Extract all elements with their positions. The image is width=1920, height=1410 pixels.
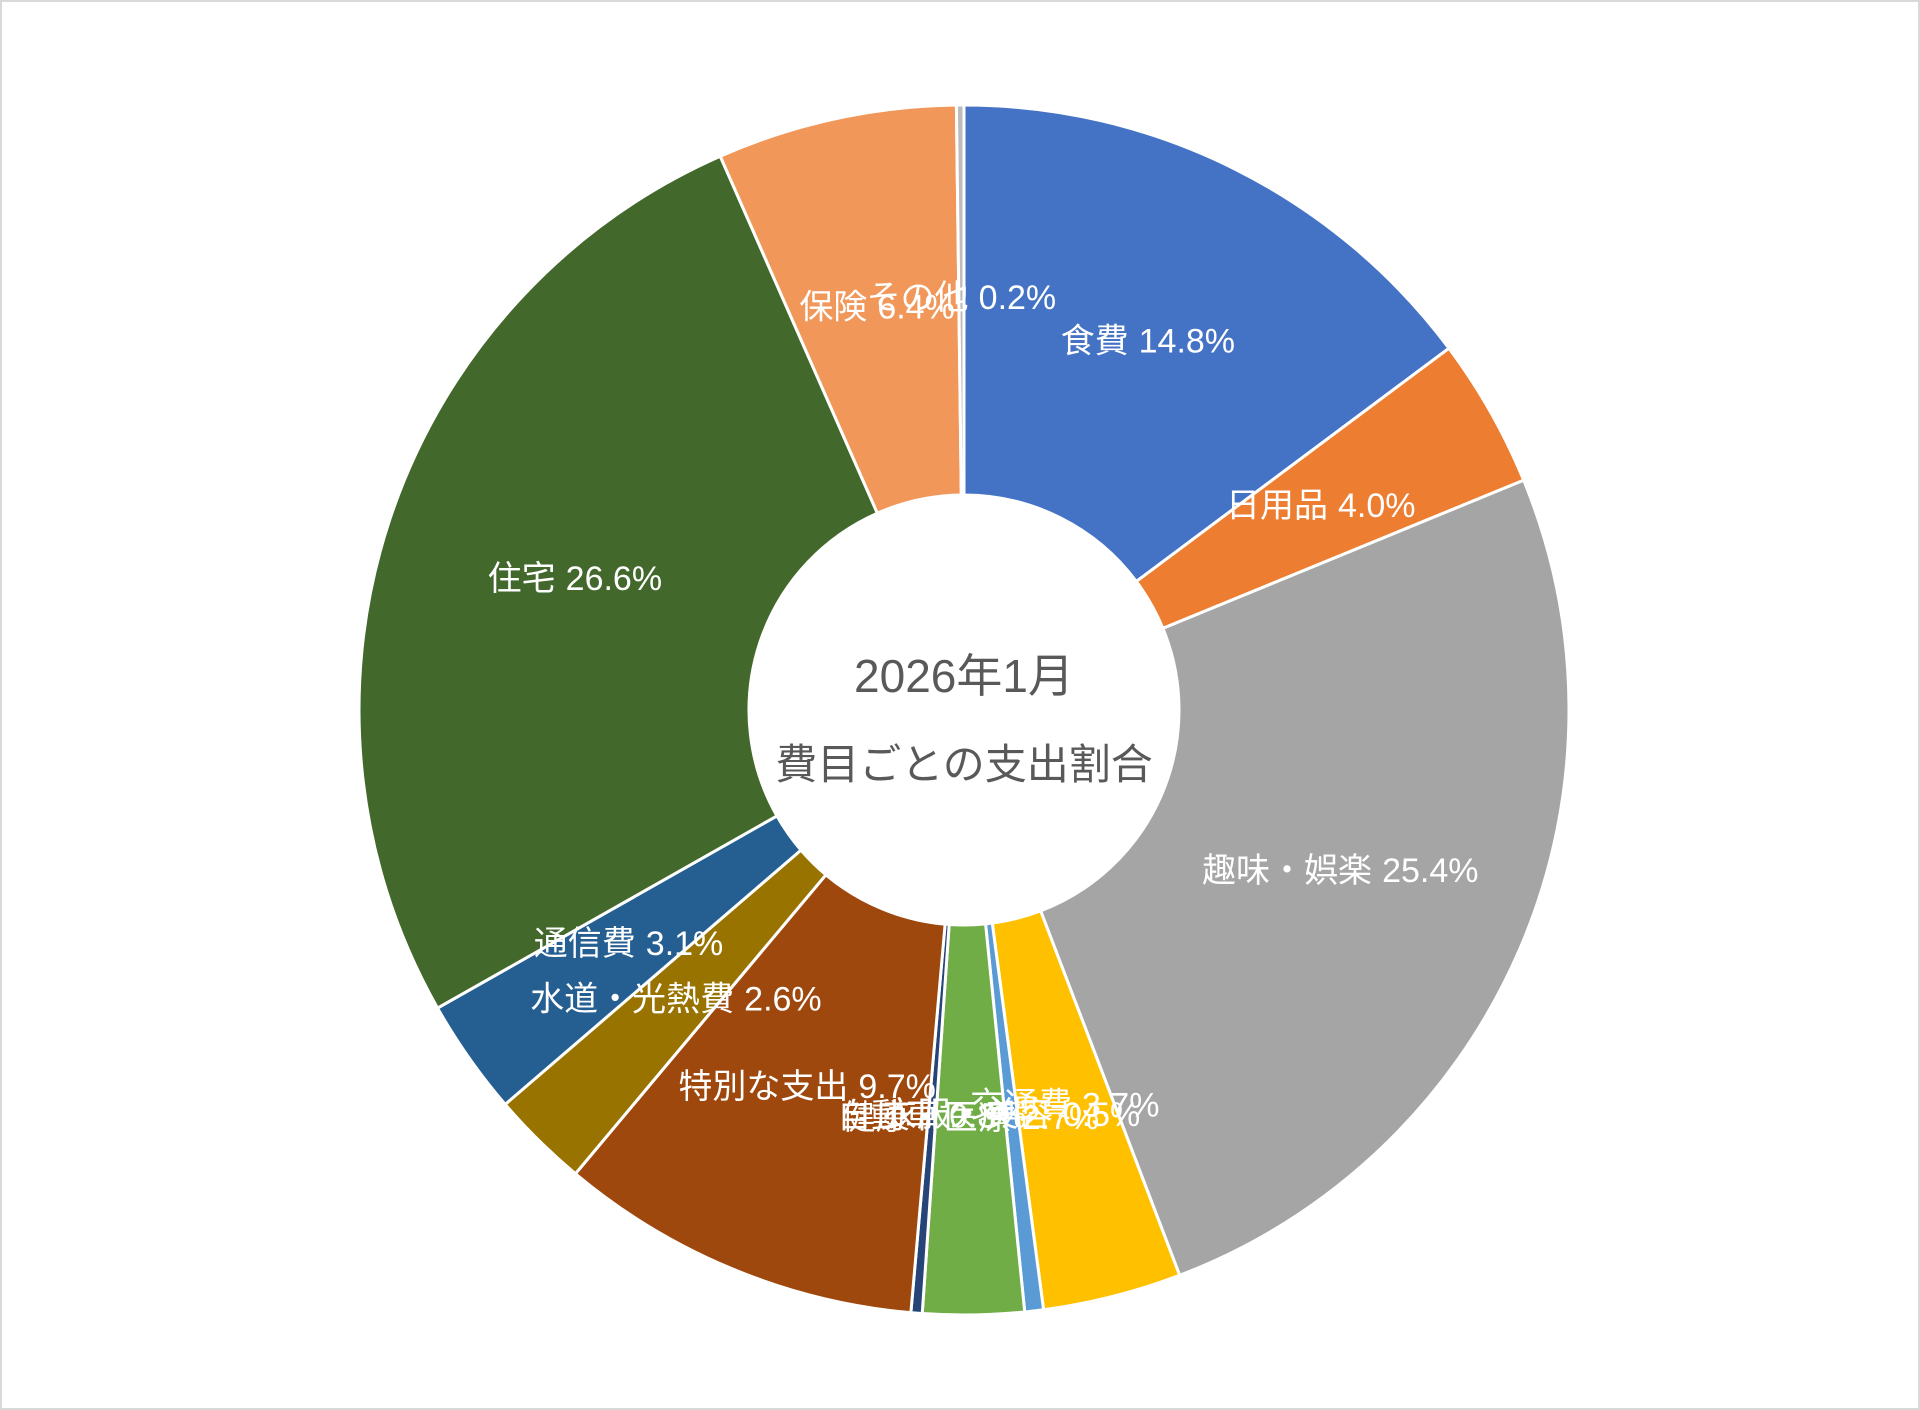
slice <box>573 872 947 1315</box>
label-value: 26.6% <box>566 560 662 598</box>
data-label: 住宅 26.6% <box>488 560 662 598</box>
data-label: 交通費 3.7% <box>970 1086 1160 1124</box>
label-category: 保険 <box>799 288 867 326</box>
label-value: 0.3% <box>949 1098 1027 1136</box>
label-category: 健康・医療 <box>842 1099 1012 1137</box>
label-value: 25.4% <box>1382 852 1478 890</box>
data-label: 食費 14.8% <box>1061 323 1235 361</box>
data-label: 特別な支出 9.7% <box>678 1068 936 1106</box>
label-category: 住宅 <box>488 560 556 598</box>
label-value: 14.8% <box>1139 323 1235 361</box>
label-category: その他 <box>867 279 969 317</box>
label-category: 通信費 <box>534 925 636 963</box>
label-category: 特別な支出 <box>678 1068 848 1106</box>
data-label: 水道・光熱費 2.6% <box>530 981 822 1019</box>
chart-subtitle: 費目ごとの支出割合 <box>775 741 1153 788</box>
slices <box>357 103 1571 1317</box>
slice <box>962 103 1452 584</box>
label-value: 2.7% <box>1022 1099 1099 1137</box>
label-value: 0.2% <box>979 279 1056 317</box>
label-value: 6.4% <box>877 288 955 326</box>
label-value: 9.7% <box>858 1068 936 1106</box>
label-category: 自動車 <box>837 1098 939 1136</box>
label-category: 交通費 <box>970 1086 1072 1124</box>
labels: 食費 14.8% 日用品 4.0% 趣味・娯楽 25.4% 交通費 3.7% 衣服・美容 0.5%… <box>488 279 1479 1137</box>
slice <box>1038 478 1571 1278</box>
slice <box>954 103 966 497</box>
label-value: 0.5% <box>1063 1096 1141 1134</box>
label-category: 水道・光熱費 <box>530 981 734 1019</box>
data-label: 日用品 4.0% <box>1226 487 1416 525</box>
label-category: 食費 <box>1061 323 1129 361</box>
data-label: 自動車 0.3% <box>837 1098 1027 1136</box>
data-label: 健康・医療 2.7% <box>842 1099 1099 1137</box>
data-label: 衣服・美容 0.5% <box>883 1096 1141 1134</box>
label-category: 衣服・美容 <box>883 1096 1053 1134</box>
data-label: 保険 6.4% <box>799 288 955 326</box>
label-value: 2.6% <box>744 981 822 1019</box>
slice <box>357 154 880 1011</box>
label-value: 4.0% <box>1338 487 1416 525</box>
label-value: 3.7% <box>1082 1086 1160 1124</box>
data-label: その他 0.2% <box>867 279 1056 317</box>
chart-title: 2026年1月 <box>854 650 1074 702</box>
label-value: 3.1% <box>646 925 724 963</box>
data-label: 通信費 3.1% <box>534 925 724 963</box>
label-category: 趣味・娯楽 <box>1202 852 1372 890</box>
data-label: 趣味・娯楽 25.4% <box>1202 852 1478 890</box>
label-category: 日用品 <box>1226 487 1328 525</box>
